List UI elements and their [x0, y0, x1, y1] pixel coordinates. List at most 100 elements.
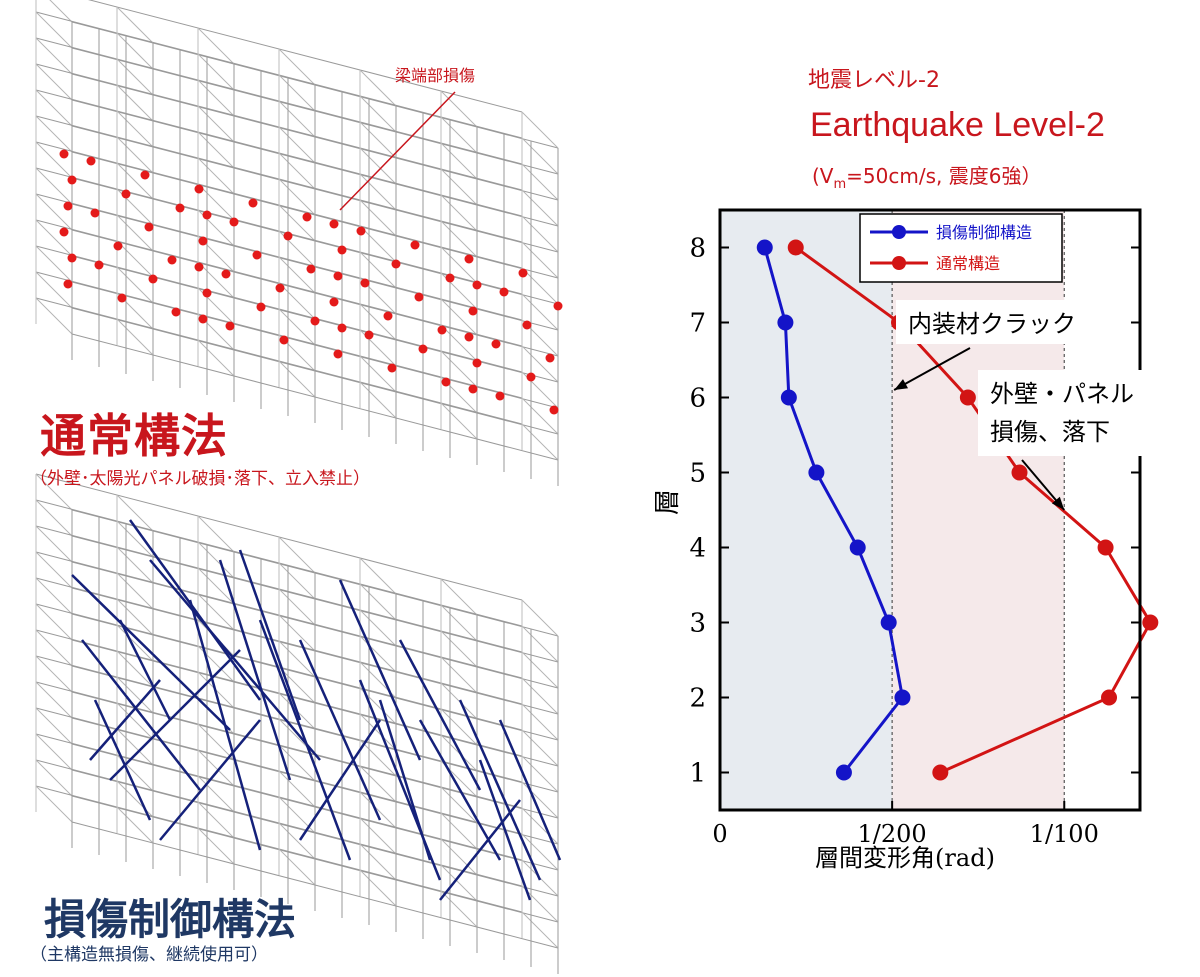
- frame-member: [116, 546, 154, 584]
- data-point: [756, 239, 773, 256]
- frame-member: [278, 562, 316, 600]
- damage-marker: [67, 253, 77, 263]
- y-tick-label: 6: [689, 384, 706, 414]
- frame-member: [197, 593, 235, 631]
- frame-member: [197, 515, 235, 553]
- annotation-arrowhead-interior: [894, 379, 909, 390]
- frame-member: [440, 864, 478, 902]
- damage-marker: [391, 259, 401, 269]
- frame-member: [359, 739, 397, 777]
- damage-marker: [387, 363, 397, 373]
- frame-member: [440, 90, 478, 128]
- frame-member: [521, 267, 559, 305]
- frame-member: [440, 194, 478, 232]
- data-point: [787, 239, 804, 256]
- frame-member: [116, 6, 154, 44]
- y-tick-label: 2: [689, 684, 706, 714]
- damage-marker: [329, 297, 339, 307]
- damper-brace: [238, 549, 302, 721]
- damage-marker: [526, 372, 536, 382]
- frame-member: [278, 744, 316, 782]
- y-tick-label: 1: [689, 759, 706, 789]
- damage-marker: [202, 210, 212, 220]
- damper-brace: [298, 639, 382, 821]
- plot-area-frame: [718, 208, 1142, 812]
- earthquake-level-en: Earthquake Level-2: [810, 106, 1105, 144]
- frame-member: [35, 37, 73, 75]
- frame-member: [197, 131, 235, 169]
- frame-member: [116, 728, 154, 766]
- frame-member: [35, 473, 73, 511]
- damage-marker: [113, 241, 123, 251]
- damage-marker: [518, 268, 528, 278]
- frame-member: [359, 303, 397, 341]
- frame-member: [197, 79, 235, 117]
- damper-brace: [398, 639, 482, 791]
- data-point: [1142, 614, 1159, 631]
- frame-member: [35, 629, 73, 667]
- frame-member: [359, 635, 397, 673]
- x-tick-label: 1/100: [1030, 820, 1099, 848]
- data-point: [1101, 689, 1118, 706]
- frame-member: [278, 666, 316, 704]
- frame-member: [359, 251, 397, 289]
- safe-zone-background: [720, 210, 893, 810]
- frame-member: [278, 178, 316, 216]
- frame-member: [521, 807, 559, 845]
- damage-marker: [437, 325, 447, 335]
- damage-marker: [410, 240, 420, 250]
- legend-marker-damage-control: [892, 225, 906, 239]
- data-point: [1011, 464, 1028, 481]
- data-point: [959, 389, 976, 406]
- frame-member: [440, 350, 478, 388]
- frame-member: [440, 604, 478, 642]
- damage-marker: [310, 316, 320, 326]
- damage-marker: [337, 245, 347, 255]
- damage-marker: [468, 384, 478, 394]
- annotation-exterior-line2: 損傷、落下: [990, 418, 1110, 446]
- damage-marker: [360, 278, 370, 288]
- frame-member: [359, 147, 397, 185]
- frame-member: [116, 58, 154, 96]
- frame-member: [116, 650, 154, 688]
- damage-marker: [364, 330, 374, 340]
- damage-marker: [221, 269, 231, 279]
- damage-marker: [175, 203, 185, 213]
- frame-member: [116, 806, 154, 844]
- y-tick-label: 7: [689, 309, 706, 339]
- frame-member: [35, 219, 73, 257]
- damage-control-method-subtitle: （主構造無損傷、継続使用可）: [30, 945, 268, 965]
- frame-member: [521, 599, 559, 637]
- damage-marker: [144, 222, 154, 232]
- frame-member: [440, 656, 478, 694]
- tick-labels: 1 2 3 4 5 6 7 8 0 1/200 1/100: [689, 234, 1098, 849]
- damage-marker: [356, 226, 366, 236]
- damage-marker: [140, 170, 150, 180]
- frame-member: [521, 911, 559, 949]
- data-point: [849, 539, 866, 556]
- damage-marker: [464, 254, 474, 264]
- damage-marker: [472, 358, 482, 368]
- damage-marker: [333, 271, 343, 281]
- frame-member: [197, 261, 235, 299]
- frame-member: [35, 167, 73, 205]
- damper-brace: [338, 579, 422, 761]
- damage-marker: [553, 301, 563, 311]
- damper-brace: [81, 639, 201, 791]
- damage-marker: [117, 293, 127, 303]
- damper-brace: [478, 759, 532, 901]
- y-tick-label: 4: [689, 534, 706, 564]
- beam-end-damage-markers: [59, 149, 563, 415]
- frame-member: [35, 297, 73, 335]
- damper-brace: [498, 719, 562, 861]
- frame-member: [440, 682, 478, 720]
- frame-member: [278, 822, 316, 860]
- frame-member: [116, 214, 154, 252]
- frame-member: [359, 713, 397, 751]
- damper-brace: [89, 679, 161, 761]
- damper-brace: [298, 719, 382, 841]
- damage-marker: [275, 283, 285, 293]
- damper-brace: [159, 719, 261, 841]
- frame-member: [278, 256, 316, 294]
- frame-member: [116, 624, 154, 662]
